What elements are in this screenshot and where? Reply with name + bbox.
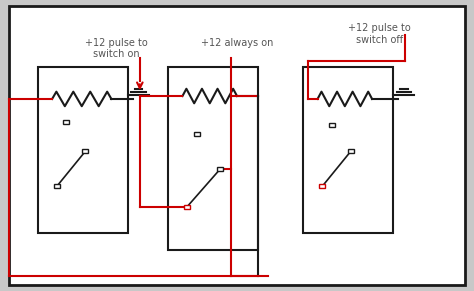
Bar: [348, 150, 354, 153]
Text: +12 always on: +12 always on: [201, 38, 273, 48]
Text: +12 pulse to
switch off: +12 pulse to switch off: [348, 23, 410, 45]
Bar: [54, 184, 60, 188]
FancyBboxPatch shape: [303, 67, 393, 233]
Bar: [82, 150, 88, 153]
FancyBboxPatch shape: [168, 67, 258, 250]
FancyBboxPatch shape: [38, 67, 128, 233]
Bar: [193, 132, 200, 136]
Bar: [64, 120, 70, 124]
Bar: [319, 184, 325, 188]
Bar: [328, 123, 335, 127]
FancyBboxPatch shape: [9, 6, 465, 285]
Bar: [217, 167, 223, 171]
Bar: [184, 205, 190, 208]
Text: +12 pulse to
switch on: +12 pulse to switch on: [85, 38, 147, 59]
